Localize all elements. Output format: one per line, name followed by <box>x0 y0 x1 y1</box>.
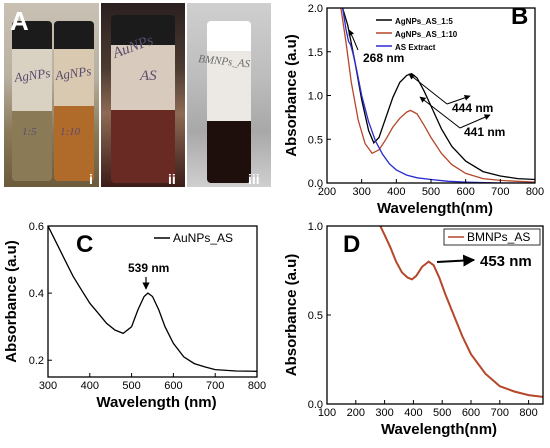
annotation-b-0: 268 nm <box>363 51 404 65</box>
x-tick-label-b: 700 <box>491 186 509 198</box>
x-axis-label-b: Wavelength(nm) <box>377 200 493 217</box>
x-tick-label-d: 500 <box>433 407 451 419</box>
y-tick-label-b: 0.5 <box>308 134 323 146</box>
panel-a-sublabel-ii: ii <box>168 171 176 187</box>
x-tick-label-d: 600 <box>462 407 480 419</box>
x-tick-label-c: 700 <box>206 380 224 392</box>
x-tick-label-b: 400 <box>387 186 405 198</box>
y-tick-label-d: 0.0 <box>308 399 323 411</box>
photo-vials-agnps <box>4 3 99 187</box>
y-tick-label-c: 0.2 <box>29 355 44 367</box>
annotation-arrow-b-1 <box>408 73 448 105</box>
annotation-b-3: 441 nm <box>464 125 505 139</box>
y-tick-label-c: 0.6 <box>29 221 44 233</box>
vial-text-2: AgNPs <box>53 63 92 83</box>
x-tick-label-c: 300 <box>39 380 57 392</box>
legend-label-c-0: AuNPs_AS <box>173 231 233 245</box>
vial-text-5: AuNPs <box>110 32 156 62</box>
panel-c-letter: C <box>76 231 93 258</box>
legend-label-d-0: BMNPs_AS <box>467 230 530 244</box>
annotation-arrow-b-0 <box>348 29 359 51</box>
x-tick-label-b: 500 <box>422 186 440 198</box>
x-tick-label-b: 800 <box>526 186 544 198</box>
vial-4 <box>207 21 251 183</box>
y-tick-label-b: 1.0 <box>308 91 323 103</box>
series-line-d-0 <box>379 226 543 398</box>
annotation-arrow-b-3 <box>419 96 461 129</box>
vial-1 <box>12 21 52 181</box>
vial-3 <box>111 15 175 183</box>
x-tick-label-c: 800 <box>248 380 266 392</box>
panel-c-chart: 300 400 500 600 700 800 0.2 0.4 0.6 Wavelength (n… <box>3 221 266 411</box>
y-tick-label-d: 0.5 <box>308 310 323 322</box>
panel-b-letter: B <box>511 3 528 30</box>
panel-d-chart: 100 200 300 400 500 600 700 800 0.0 0.5 1.0 Wavelen… <box>283 221 544 438</box>
vial-2 <box>54 21 94 181</box>
x-tick-label-c: 400 <box>81 380 99 392</box>
legend-label-b-0: AgNPs_AS_1:5 <box>395 17 453 26</box>
x-tick-label-c: 600 <box>164 380 182 392</box>
x-tick-label-d: 800 <box>519 407 537 419</box>
y-tick-label-b: 1.5 <box>308 47 323 59</box>
legend-box-d <box>443 228 541 246</box>
x-tick-label-d: 300 <box>375 407 393 419</box>
series-line-b-1 <box>340 8 535 183</box>
annotation-b-1: 444 nm <box>452 101 493 115</box>
annotation-arrow-d-0 <box>436 254 476 267</box>
x-tick-label-d: 700 <box>491 407 509 419</box>
x-axis-label-d: Wavelength(nm) <box>381 421 497 438</box>
panel-d-letter: D <box>343 231 360 258</box>
annotation-c-0: 539 nm <box>128 261 169 275</box>
legend-label-b-1: AgNPs_AS_1:10 <box>395 30 458 39</box>
panel-a-sublabel-i: i <box>89 171 93 187</box>
x-tick-label-c: 500 <box>122 380 140 392</box>
x-tick-label-d: 200 <box>347 407 365 419</box>
vial-text-6: AS <box>139 68 157 84</box>
x-tick-label-b: 200 <box>318 186 336 198</box>
annotation-arrow-b-2 <box>446 94 471 105</box>
y-tick-label-b: 0.0 <box>308 178 323 190</box>
y-axis-label-d: Absorbance (a.u) <box>283 254 300 377</box>
x-tick-label-d: 100 <box>318 407 336 419</box>
y-axis-label-b: Absorbance (a.u) <box>283 34 300 157</box>
annotation-arrow-b-4 <box>459 114 491 129</box>
axes-frame-c <box>47 225 258 378</box>
series-line-b-2 <box>341 8 535 183</box>
vial-text-3: 1:5 <box>22 126 37 138</box>
annotation-d-0: 453 nm <box>480 253 532 270</box>
panel-a-letter: A <box>10 6 29 36</box>
x-tick-label-b: 300 <box>352 186 370 198</box>
vial-text-1: AgNPs <box>12 65 51 85</box>
legend-label-b-2: AS Extract <box>395 43 436 52</box>
x-tick-label-d: 400 <box>404 407 422 419</box>
vial-text-4: 1:10 <box>60 126 81 138</box>
vial-text-7: BMNPs_AS <box>198 53 251 70</box>
x-axis-label-c: Wavelength (nm) <box>96 394 216 411</box>
panel-a-sublabel-iii: iii <box>248 171 260 187</box>
y-tick-label-d: 1.0 <box>308 221 323 233</box>
y-axis-label-c: Absorbance (a.u) <box>3 240 20 363</box>
photo-vial-aunps <box>101 3 185 187</box>
panel-b-chart: 200 300 400 500 600 700 800 0.0 0.5 1.0 1.5 2.0 Wave… <box>283 3 544 217</box>
y-tick-label-c: 0.4 <box>29 288 44 300</box>
y-tick-label-b: 2.0 <box>308 3 323 15</box>
x-tick-label-b: 600 <box>456 186 474 198</box>
photo-vial-bmnps <box>187 3 271 187</box>
series-line-c-0 <box>48 226 257 372</box>
